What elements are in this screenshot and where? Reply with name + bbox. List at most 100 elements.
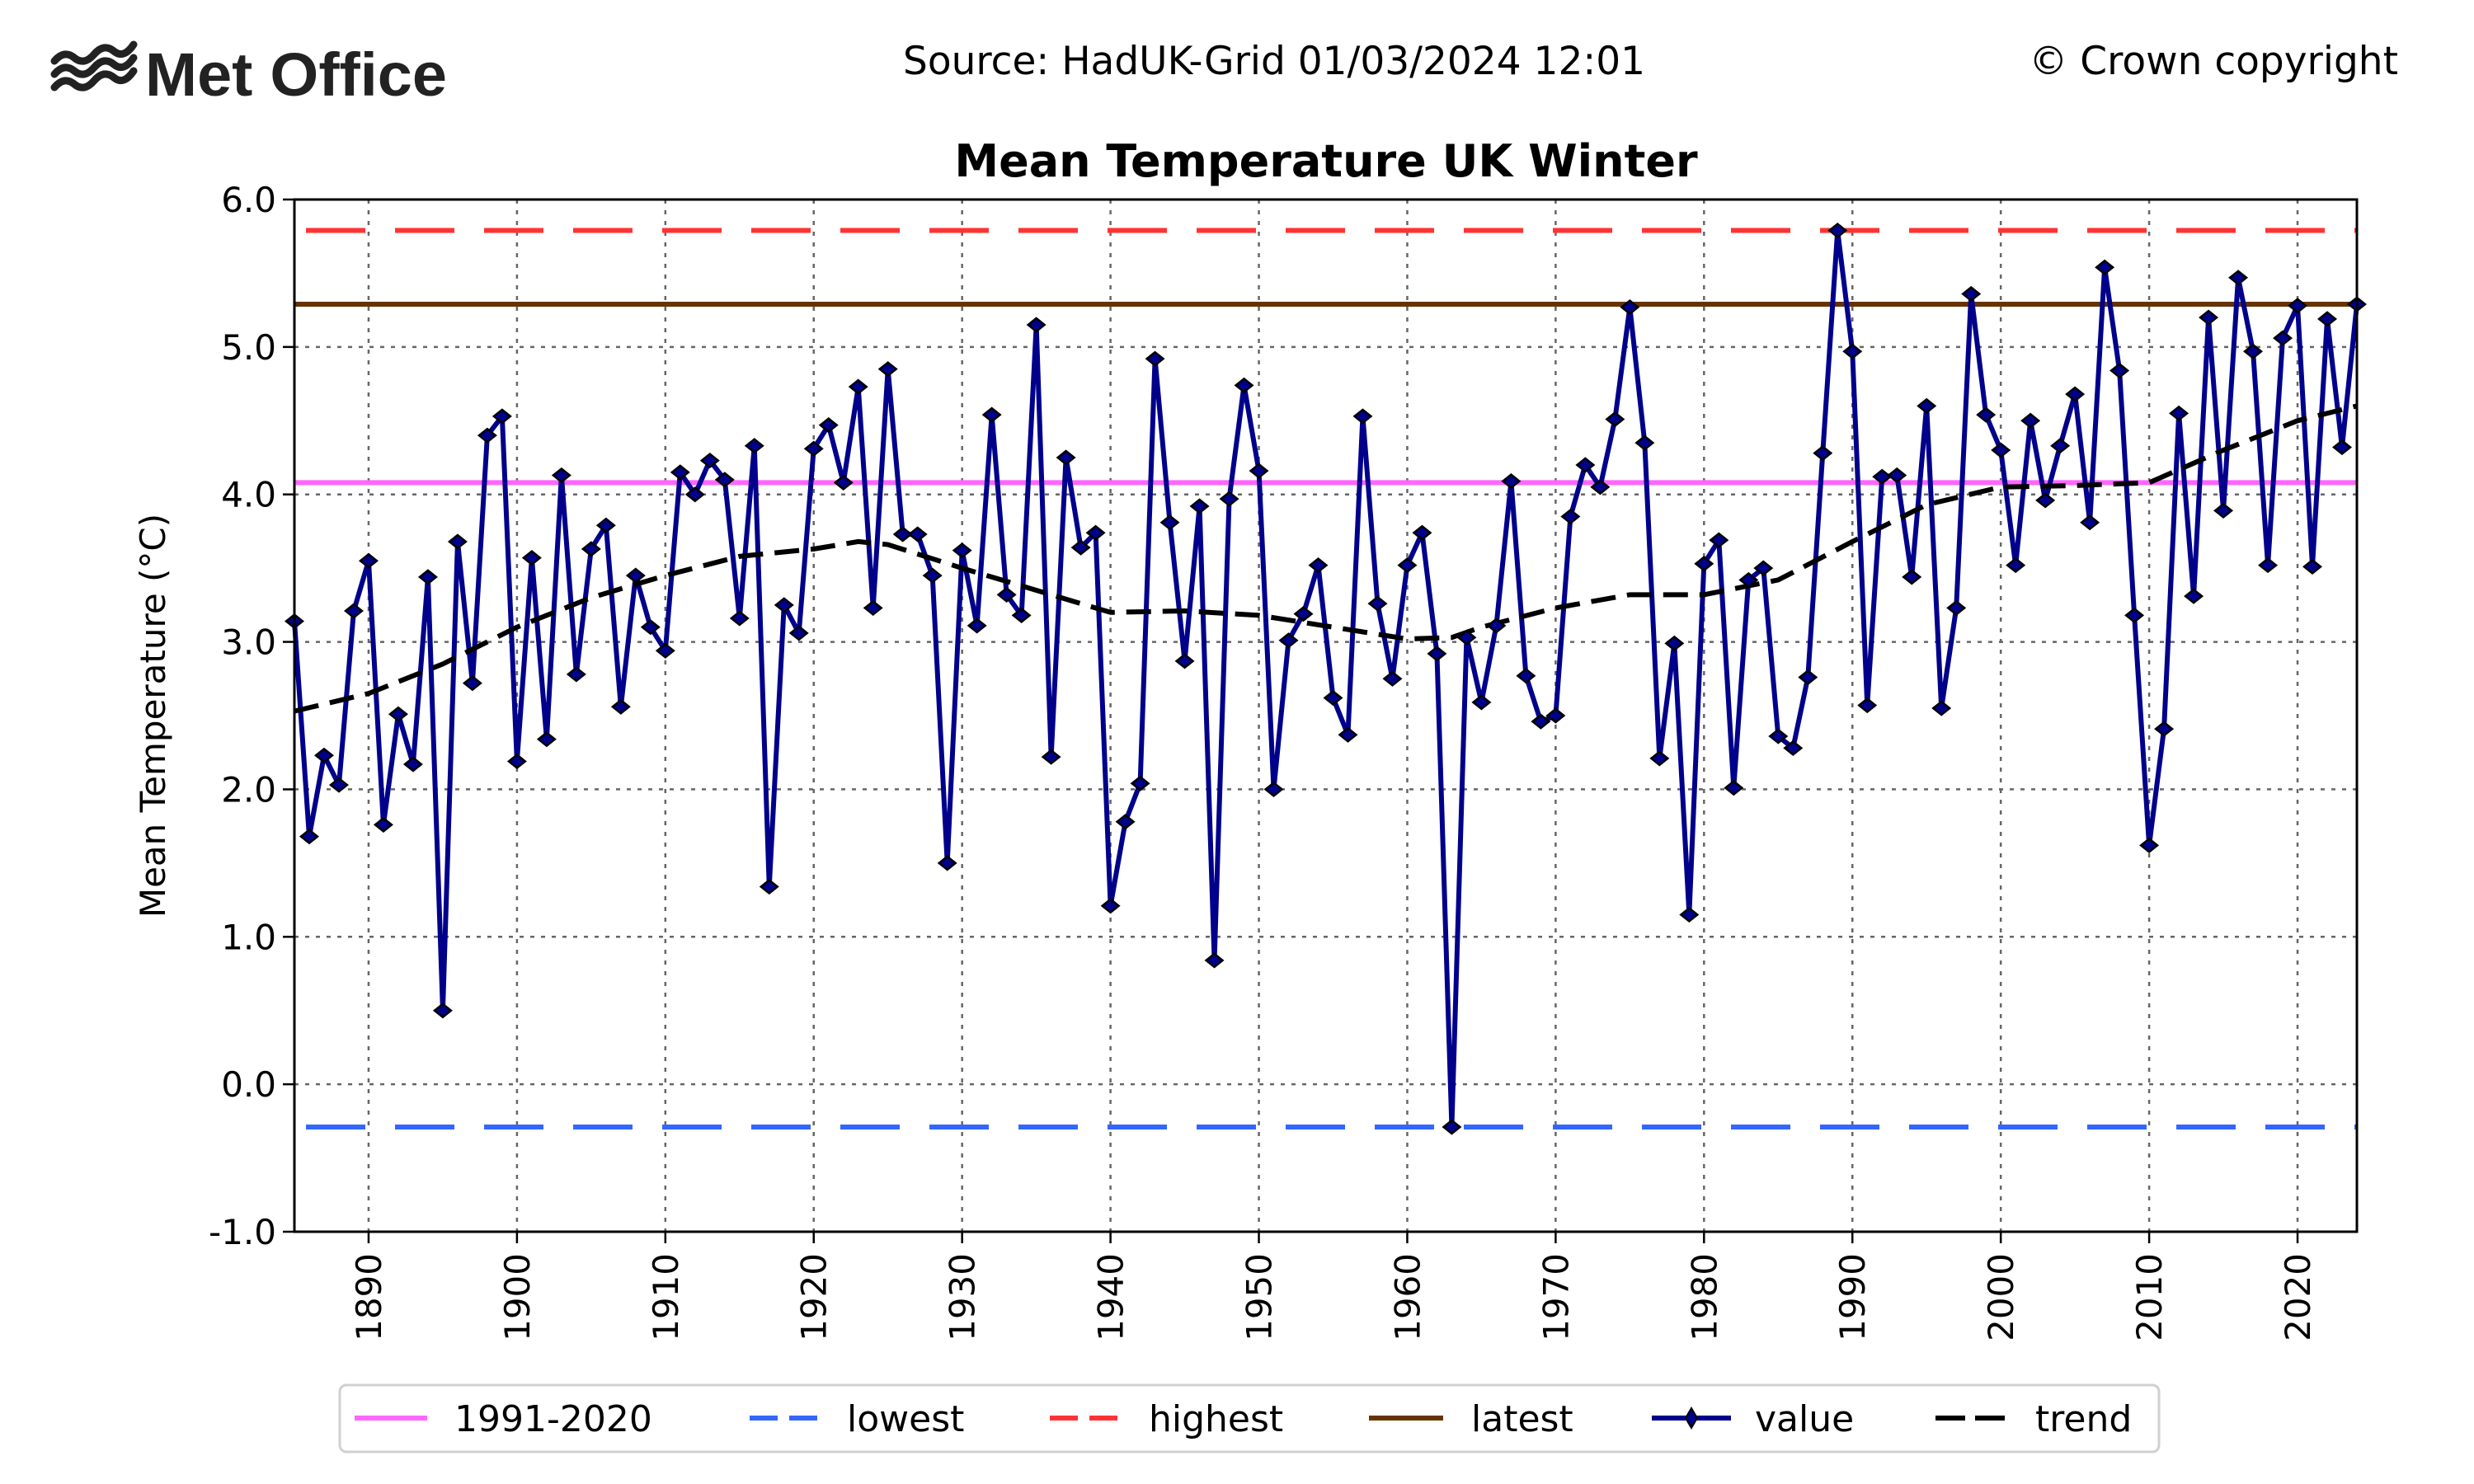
met-office-logo: Met Office bbox=[50, 40, 447, 109]
value-point-1976 bbox=[1634, 434, 1655, 451]
value-point-1907 bbox=[610, 698, 631, 715]
value-point-1972 bbox=[1575, 457, 1596, 473]
value-point-2006 bbox=[2080, 514, 2100, 531]
value-point-1956 bbox=[1338, 726, 1358, 743]
value-point-1902 bbox=[536, 731, 557, 748]
legend-item-lowest: lowest bbox=[750, 1398, 964, 1440]
legend-label-lowest: lowest bbox=[847, 1398, 964, 1440]
value-point-1911 bbox=[670, 464, 690, 481]
value-series-line bbox=[292, 228, 2359, 1130]
value-point-1926 bbox=[892, 526, 913, 542]
value-point-1890 bbox=[358, 552, 379, 569]
value-point-1889 bbox=[343, 603, 364, 619]
value-point-1965 bbox=[1471, 694, 1492, 711]
value-point-1905 bbox=[581, 541, 601, 557]
value-point-1973 bbox=[1590, 479, 1611, 495]
legend-item-latest: latest bbox=[1369, 1398, 1573, 1440]
value-point-1990 bbox=[1842, 343, 1863, 359]
value-point-1898 bbox=[477, 427, 497, 444]
value-point-1939 bbox=[1085, 524, 1106, 541]
y-tick-label: 2.0 bbox=[221, 769, 276, 810]
value-point-1979 bbox=[1679, 906, 1700, 923]
legend-item-highest: highest bbox=[1050, 1398, 1283, 1440]
value-point-1983 bbox=[1738, 571, 1759, 589]
value-point-1980 bbox=[1694, 556, 1714, 572]
x-axis-ticks: 1890 1900 1910 1920 1930 1940 1950 1960 1970 1980… bbox=[349, 1232, 2318, 1341]
value-point-1955 bbox=[1323, 689, 1343, 707]
value-point-1914 bbox=[714, 472, 735, 488]
value-point-1938 bbox=[1070, 539, 1091, 556]
value-point-1896 bbox=[447, 533, 468, 550]
value-point-2005 bbox=[2065, 386, 2086, 402]
value-point-2010 bbox=[2139, 837, 2160, 853]
y-axis-ticks: 6.0 5.0 4.0 3.0 2.0 1.0 0.0 -1.0 bbox=[209, 180, 294, 1252]
value-point-1934 bbox=[1011, 607, 1032, 623]
value-point-1987 bbox=[1798, 669, 1818, 686]
value-point-2015 bbox=[2213, 502, 2234, 519]
grid bbox=[294, 198, 2357, 1233]
value-point-1952 bbox=[1278, 632, 1299, 649]
value-point-1921 bbox=[818, 417, 839, 434]
value-point-1891 bbox=[373, 816, 393, 833]
value-point-1967 bbox=[1501, 473, 1522, 490]
value-point-1886 bbox=[299, 829, 319, 845]
value-point-1894 bbox=[417, 569, 438, 585]
series bbox=[284, 222, 2368, 1135]
x-tick-label: 1890 bbox=[349, 1253, 389, 1341]
value-point-1969 bbox=[1531, 713, 1551, 730]
x-tick-label: 1900 bbox=[497, 1253, 538, 1341]
value-point-1966 bbox=[1486, 618, 1507, 634]
value-point-1961 bbox=[1412, 524, 1432, 541]
legend-label-latest: latest bbox=[1471, 1398, 1573, 1440]
y-tick-label: 0.0 bbox=[221, 1064, 276, 1105]
legend: 1991-2020 lowest highest latest value tr… bbox=[338, 1383, 2161, 1453]
value-point-1937 bbox=[1056, 449, 1076, 466]
value-point-2017 bbox=[2243, 343, 2264, 359]
value-point-1915 bbox=[729, 610, 750, 627]
value-point-1900 bbox=[506, 753, 527, 770]
value-point-1959 bbox=[1382, 670, 1403, 687]
value-point-1899 bbox=[492, 408, 512, 425]
y-tick-label: 3.0 bbox=[221, 622, 276, 663]
value-point-1988 bbox=[1813, 445, 1833, 462]
value-point-1892 bbox=[388, 706, 408, 722]
source-text: Source: HadUK-Grid 01/03/2024 12:01 bbox=[903, 39, 1645, 84]
value-point-2009 bbox=[2124, 607, 2145, 623]
x-tick-label: 1990 bbox=[1832, 1253, 1873, 1341]
value-point-2004 bbox=[2050, 438, 2071, 454]
value-point-1923 bbox=[848, 378, 868, 395]
value-point-1989 bbox=[1827, 222, 1848, 239]
legend-label-trend: trend bbox=[2035, 1398, 2132, 1440]
value-point-1960 bbox=[1397, 556, 1418, 574]
value-point-1909 bbox=[640, 619, 661, 636]
legend-box bbox=[338, 1383, 2161, 1453]
value-point-1933 bbox=[996, 586, 1017, 603]
plot-frame bbox=[293, 198, 2359, 1233]
value-point-1888 bbox=[328, 777, 349, 793]
value-point-1903 bbox=[551, 467, 571, 484]
value-point-1917 bbox=[759, 878, 779, 895]
legend-label-1991-2020: 1991-2020 bbox=[454, 1398, 652, 1440]
value-point-2021 bbox=[2302, 558, 2323, 575]
value-point-1940 bbox=[1100, 898, 1121, 914]
value-point-1916 bbox=[744, 438, 764, 454]
value-point-2001 bbox=[2006, 556, 2026, 574]
value-point-1943 bbox=[1145, 350, 1165, 367]
trend-series-line bbox=[294, 403, 2358, 714]
value-point-1941 bbox=[1115, 814, 1136, 830]
x-tick-label: 1980 bbox=[1684, 1253, 1724, 1341]
value-point-1919 bbox=[788, 625, 809, 641]
legend-item-trend: trend bbox=[1935, 1398, 2132, 1440]
value-point-1953 bbox=[1293, 605, 1314, 622]
value-point-2014 bbox=[2199, 309, 2219, 326]
value-point-1982 bbox=[1724, 780, 1744, 796]
value-point-1920 bbox=[803, 440, 824, 457]
value-point-1928 bbox=[922, 567, 943, 584]
value-point-2011 bbox=[2154, 721, 2175, 737]
value-point-1962 bbox=[1427, 646, 1447, 662]
y-tick-label: -1.0 bbox=[209, 1212, 276, 1252]
value-point-1964 bbox=[1456, 629, 1477, 646]
copyright-text: © Crown copyright bbox=[2029, 39, 2398, 84]
value-point-1901 bbox=[521, 550, 542, 566]
value-point-1946 bbox=[1189, 498, 1210, 514]
